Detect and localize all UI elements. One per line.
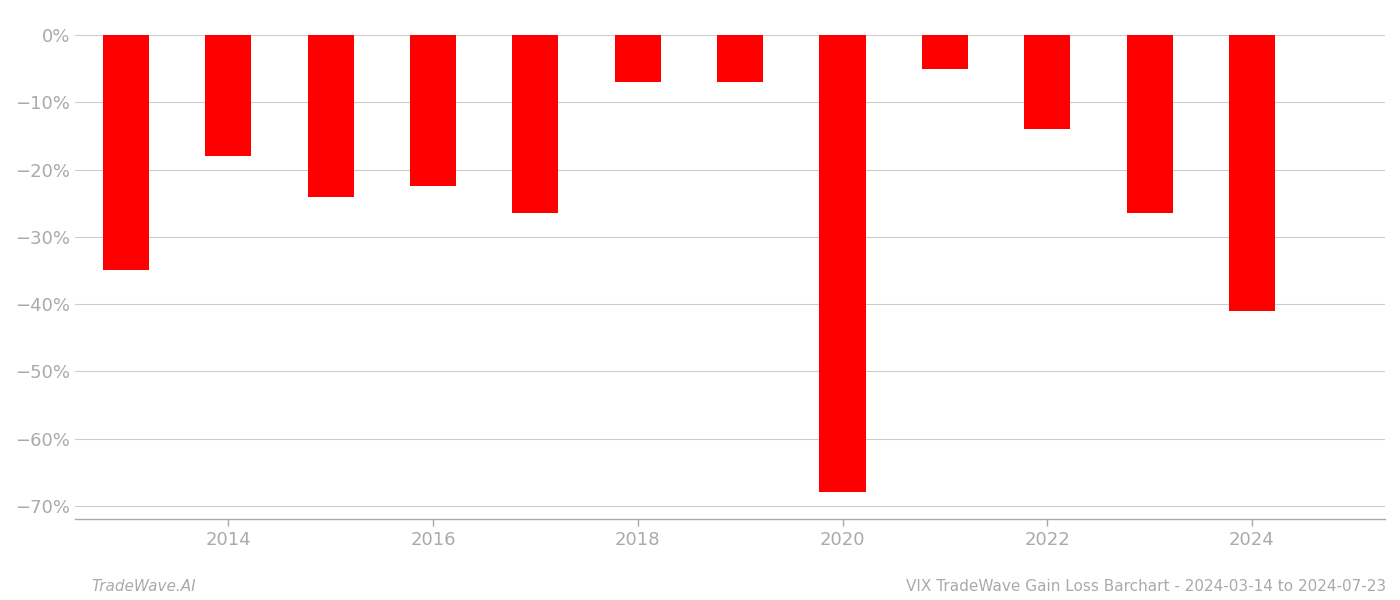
Bar <box>1127 35 1173 214</box>
Text: TradeWave.AI: TradeWave.AI <box>91 579 196 594</box>
Bar <box>104 35 148 271</box>
Bar <box>308 35 354 197</box>
Bar <box>1229 35 1275 311</box>
Bar <box>819 35 865 493</box>
Bar <box>615 35 661 82</box>
Bar <box>717 35 763 82</box>
Bar <box>921 35 967 69</box>
Bar <box>512 35 559 214</box>
Bar <box>206 35 252 156</box>
Text: VIX TradeWave Gain Loss Barchart - 2024-03-14 to 2024-07-23: VIX TradeWave Gain Loss Barchart - 2024-… <box>906 579 1386 594</box>
Bar <box>410 35 456 187</box>
Bar <box>1025 35 1070 129</box>
